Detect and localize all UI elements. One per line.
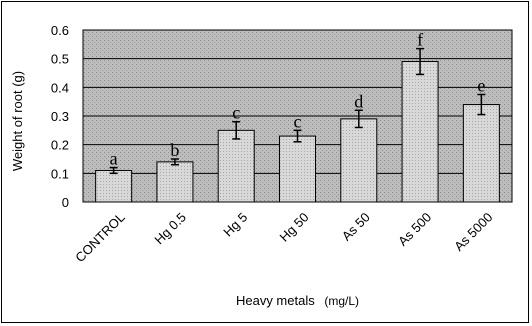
y-tick-label: 0.6 bbox=[51, 23, 69, 38]
bar bbox=[95, 169, 133, 203]
y-tick-label: 0.3 bbox=[51, 109, 69, 124]
bar bbox=[217, 129, 255, 203]
significance-letter: f bbox=[417, 30, 423, 50]
significance-letter: e bbox=[477, 76, 485, 96]
significance-letter: d bbox=[354, 91, 363, 111]
y-tick-label: 0.5 bbox=[51, 52, 69, 67]
y-tick-label: 0 bbox=[62, 195, 69, 210]
x-axis-unit: (mg/L) bbox=[324, 294, 359, 308]
bar bbox=[462, 104, 500, 203]
x-tick-label: Hg 0.5 bbox=[151, 210, 189, 248]
x-tick-label: Hg 50 bbox=[276, 210, 311, 245]
x-axis-label: Heavy metals (mg/L) bbox=[236, 293, 359, 308]
bar bbox=[401, 61, 439, 203]
bar bbox=[156, 161, 194, 203]
bar bbox=[340, 118, 378, 203]
x-tick-label: Hg 5 bbox=[220, 210, 250, 240]
significance-letter: b bbox=[170, 140, 179, 160]
significance-letter: a bbox=[110, 149, 118, 169]
bar bbox=[279, 135, 316, 203]
significance-letter: c bbox=[294, 111, 302, 131]
x-tick-label: As 50 bbox=[339, 210, 373, 244]
y-tick-label: 0.2 bbox=[51, 138, 69, 153]
x-tick-label: CONTROL bbox=[72, 210, 128, 266]
y-axis-label: Weight of root (g) bbox=[10, 71, 25, 171]
x-tick-label: As 5000 bbox=[451, 210, 495, 254]
significance-letter: c bbox=[232, 103, 240, 123]
x-tick-label: As 500 bbox=[395, 210, 434, 249]
y-tick-label: 0.4 bbox=[51, 80, 69, 95]
y-tick-label: 0.1 bbox=[51, 166, 69, 181]
x-axis-label-text: Heavy metals bbox=[236, 293, 315, 308]
